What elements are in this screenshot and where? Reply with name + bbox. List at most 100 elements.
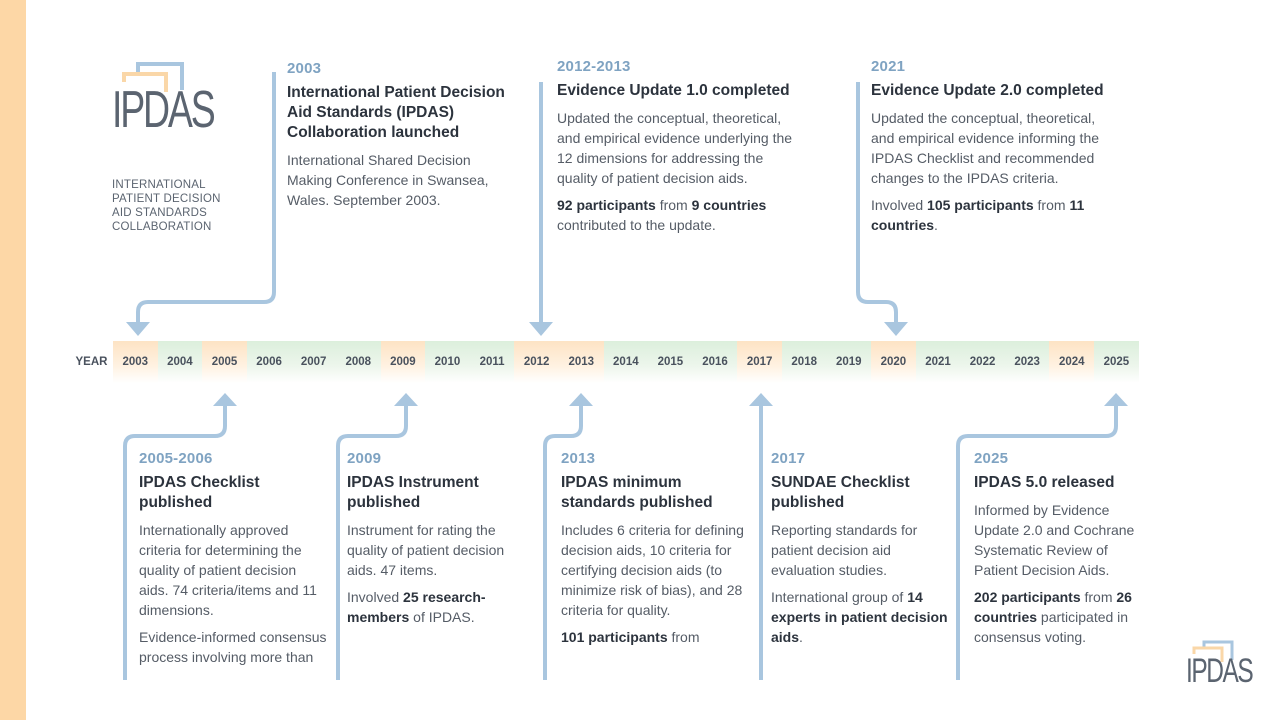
highlight-bold: 202 participants — [974, 589, 1081, 605]
year-cell-2013: 2013 — [558, 341, 604, 383]
highlight-text: participated in consensus voting. — [974, 609, 1129, 645]
year-cell-2010: 2010 — [425, 341, 470, 383]
highlight-text: from — [667, 629, 700, 645]
event-highlight: 92 participants from 9 countries contrib… — [557, 195, 797, 235]
highlight-bold: 11 countries — [871, 197, 1085, 233]
event-title: Evidence Update 2.0 completed — [871, 82, 1104, 99]
year-cell-2003: 2003 — [113, 341, 158, 383]
event-body: Evidence-informed consensus process invo… — [139, 629, 327, 665]
event-2017: 2017 SUNDAE Checklist published Reportin… — [771, 450, 951, 672]
event-title: SUNDAE Checklist published — [771, 474, 910, 511]
event-2005-2006: 2005-2006 IPDAS Checklist published Inte… — [139, 450, 329, 672]
year-cell-2007: 2007 — [291, 341, 336, 383]
event-highlight: Involved 25 research-members of IPDAS. — [347, 587, 527, 627]
highlight-text: from — [1033, 197, 1070, 213]
event-title: IPDAS minimum standards published — [561, 474, 713, 511]
event-year: 2017 — [771, 450, 806, 467]
year-cell-2008: 2008 — [335, 341, 381, 383]
highlight-text: contributed to the update. — [557, 217, 716, 233]
year-cell-2017: 2017 — [737, 341, 782, 383]
event-body: Updated the conceptual, theoretical, and… — [871, 110, 1100, 186]
arrow-2025-head — [1104, 393, 1128, 406]
logo-caption-line: AID STANDARDS — [112, 207, 208, 219]
ipdas-logo: IPDAS INTERNATIONAL PATIENT DECISION AID… — [108, 62, 238, 233]
event-body: International Shared Decision Making Con… — [287, 152, 489, 208]
event-title: International Patient Decision Aid Stand… — [287, 84, 505, 141]
highlight-text: . — [934, 217, 938, 233]
event-title: IPDAS Checklist published — [139, 474, 260, 511]
event-body: Reporting standards for patient decision… — [771, 522, 918, 578]
highlight-text: Involved — [871, 197, 928, 213]
logo-wordmark: IPDAS — [112, 81, 216, 139]
event-body: Updated the conceptual, theoretical, and… — [557, 110, 793, 186]
event-highlight: 101 participants from — [561, 627, 751, 647]
highlight-bold: 92 participants — [557, 197, 656, 213]
year-cell-2018: 2018 — [781, 341, 827, 383]
event-year: 2005-2006 — [139, 450, 213, 467]
highlight-text: . — [799, 629, 803, 645]
highlight-text: International group of — [771, 589, 908, 605]
year-cell-2012: 2012 — [514, 341, 559, 383]
highlight-text: from — [655, 197, 692, 213]
logo-wordmark: IPDAS — [1186, 652, 1254, 690]
arrow-2012-head — [529, 322, 553, 336]
event-highlight: International group of 14 experts in pat… — [771, 587, 951, 647]
timeline-label: YEAR — [75, 356, 108, 368]
highlight-bold: 26 countries — [974, 589, 1132, 625]
highlight-bold: 105 participants — [927, 197, 1034, 213]
arrow-2013-head — [569, 393, 593, 406]
logo-mark: IPDAS — [108, 62, 216, 158]
logo-bracket-icon — [1192, 640, 1234, 662]
year-cell-2025: 2025 — [1094, 341, 1139, 383]
highlight-bold: 25 research-members — [347, 589, 486, 625]
year-cell-2011: 2011 — [469, 341, 515, 383]
year-cell-2016: 2016 — [692, 341, 738, 383]
event-year: 2012-2013 — [557, 58, 631, 75]
event-title: IPDAS 5.0 released — [974, 474, 1115, 491]
arrow-2003-head — [126, 322, 150, 336]
logo-caption-line: PATIENT DECISION — [112, 193, 221, 205]
year-cell-2006: 2006 — [246, 341, 292, 383]
event-title: IPDAS Instrument published — [347, 474, 479, 511]
arrow-2009-head — [394, 393, 418, 406]
year-cell-2019: 2019 — [826, 341, 872, 383]
logo-caption-line: COLLABORATION — [112, 221, 212, 233]
event-body: Informed by Evidence Update 2.0 and Coch… — [974, 502, 1135, 578]
arrow-2017-head — [749, 393, 773, 406]
logo-caption-line: INTERNATIONAL — [112, 179, 206, 191]
logo-caption: INTERNATIONAL PATIENT DECISION AID STAND… — [112, 178, 221, 234]
corner-ipdas-logo: IPDAS — [1184, 640, 1254, 704]
year-cell-2014: 2014 — [603, 341, 649, 383]
event-year: 2021 — [871, 58, 906, 75]
event-year: 2013 — [561, 450, 596, 467]
event-title: Evidence Update 1.0 completed — [557, 82, 790, 99]
year-cell-2022: 2022 — [960, 341, 1005, 383]
year-cell-2021: 2021 — [915, 341, 961, 383]
event-2009: 2009 IPDAS Instrument published Instrume… — [347, 450, 527, 672]
event-body: Instrument for rating the quality of pat… — [347, 522, 505, 578]
event-year: 2009 — [347, 450, 382, 467]
event-2025: 2025 IPDAS 5.0 released Informed by Evid… — [974, 450, 1154, 672]
year-cell-2024: 2024 — [1049, 341, 1095, 383]
year-cell-2005: 2005 — [202, 341, 247, 383]
arrow-2005-head — [213, 393, 237, 406]
event-body: Includes 6 criteria for defining decisio… — [561, 522, 744, 618]
highlight-text: from — [1080, 589, 1117, 605]
event-2013: 2013 IPDAS minimum standards published I… — [561, 450, 751, 672]
event-highlight: Involved 105 participants from 11 countr… — [871, 195, 1121, 235]
highlight-text: of IPDAS. — [409, 609, 475, 625]
highlight-bold: 9 countries — [691, 197, 767, 213]
year-cell-2020: 2020 — [871, 341, 916, 383]
year-cell-2023: 2023 — [1004, 341, 1050, 383]
year-timeline: YEAR 2003 2004 2005 2006 2007 2008 2009 2010 201… — [70, 341, 1139, 383]
highlight-bold: 101 participants — [561, 629, 668, 645]
highlight-bold: 14 experts in patient decision aids — [771, 589, 948, 645]
event-year: 2025 — [974, 450, 1009, 467]
event-year: 2003 — [287, 60, 322, 77]
year-cell-2009: 2009 — [380, 341, 426, 383]
event-2012-2013: 2012-2013 Evidence Update 1.0 completed … — [557, 58, 797, 242]
event-highlight: 202 participants from 26 countries parti… — [974, 587, 1154, 647]
event-2003: 2003 International Patient Decision Aid … — [287, 60, 517, 217]
year-cell-2004: 2004 — [157, 341, 203, 383]
arrow-2020-head — [884, 322, 908, 336]
